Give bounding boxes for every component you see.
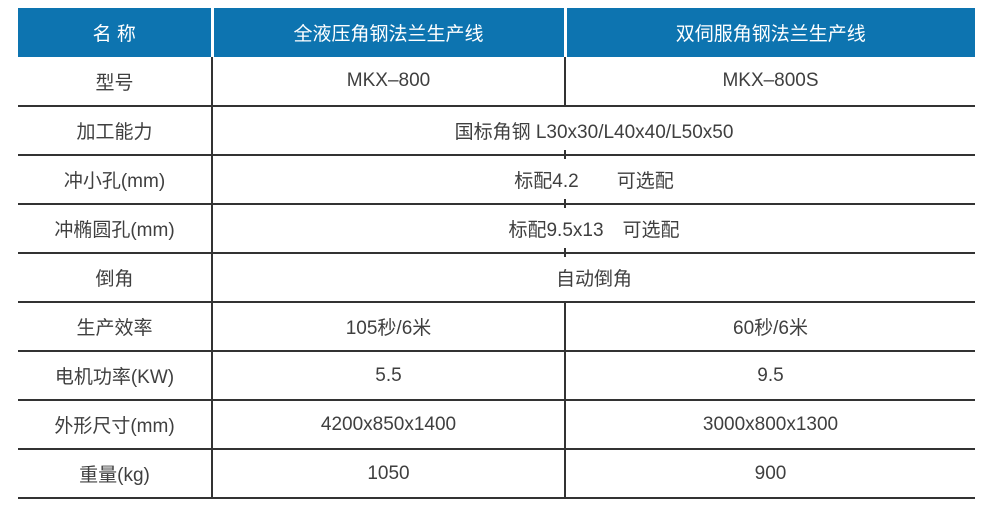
table-row: 倒角 自动倒角 (18, 253, 975, 303)
row-value: 900 (565, 449, 975, 499)
row-value: MKX–800S (565, 57, 975, 107)
row-value: 1050 (212, 449, 566, 499)
grid-tick (564, 199, 566, 208)
product-spec-table: 名 称 全液压角钢法兰生产线 双伺服角钢法兰生产线 型号 MKX–800 MKX… (18, 8, 975, 499)
row-label: 加工能力 (18, 106, 213, 156)
table-row: 型号 MKX–800 MKX–800S (18, 57, 975, 107)
row-value-merged: 标配4.2 可选配 (212, 155, 975, 205)
header-cell-line2: 双伺服角钢法兰生产线 (565, 8, 975, 57)
header-cell-name: 名 称 (18, 8, 214, 57)
table-row: 外形尺寸(mm) 4200x850x1400 3000x800x1300 (18, 400, 975, 450)
row-value-merged: 自动倒角 (212, 253, 975, 303)
row-value: 4200x850x1400 (212, 400, 566, 450)
row-value: 9.5 (565, 351, 975, 401)
row-label: 重量(kg) (18, 449, 213, 499)
table-row: 生产效率 105秒/6米 60秒/6米 (18, 302, 975, 352)
row-label: 生产效率 (18, 302, 213, 352)
row-value-merged: 标配9.5x13 可选配 (212, 204, 975, 254)
table-row: 重量(kg) 1050 900 (18, 449, 975, 499)
row-value: 5.5 (212, 351, 566, 401)
grid-tick (564, 150, 566, 159)
grid-tick (564, 248, 566, 257)
table-row: 加工能力 国标角钢 L30x30/L40x40/L50x50 (18, 106, 975, 156)
row-value-merged: 国标角钢 L30x30/L40x40/L50x50 (212, 106, 975, 156)
table-row: 冲椭圆孔(mm) 标配9.5x13 可选配 (18, 204, 975, 254)
row-label: 电机功率(KW) (18, 351, 213, 401)
row-value: 105秒/6米 (212, 302, 566, 352)
table-header-row: 名 称 全液压角钢法兰生产线 双伺服角钢法兰生产线 (18, 8, 975, 57)
header-cell-line1: 全液压角钢法兰生产线 (212, 8, 567, 57)
row-label: 外形尺寸(mm) (18, 400, 213, 450)
row-label: 倒角 (18, 253, 213, 303)
table-row: 冲小孔(mm) 标配4.2 可选配 (18, 155, 975, 205)
row-label: 冲椭圆孔(mm) (18, 204, 213, 254)
row-value: MKX–800 (212, 57, 566, 107)
row-value: 3000x800x1300 (565, 400, 975, 450)
table-row: 电机功率(KW) 5.5 9.5 (18, 351, 975, 401)
row-label: 型号 (18, 57, 213, 107)
row-value: 60秒/6米 (565, 302, 975, 352)
row-label: 冲小孔(mm) (18, 155, 213, 205)
